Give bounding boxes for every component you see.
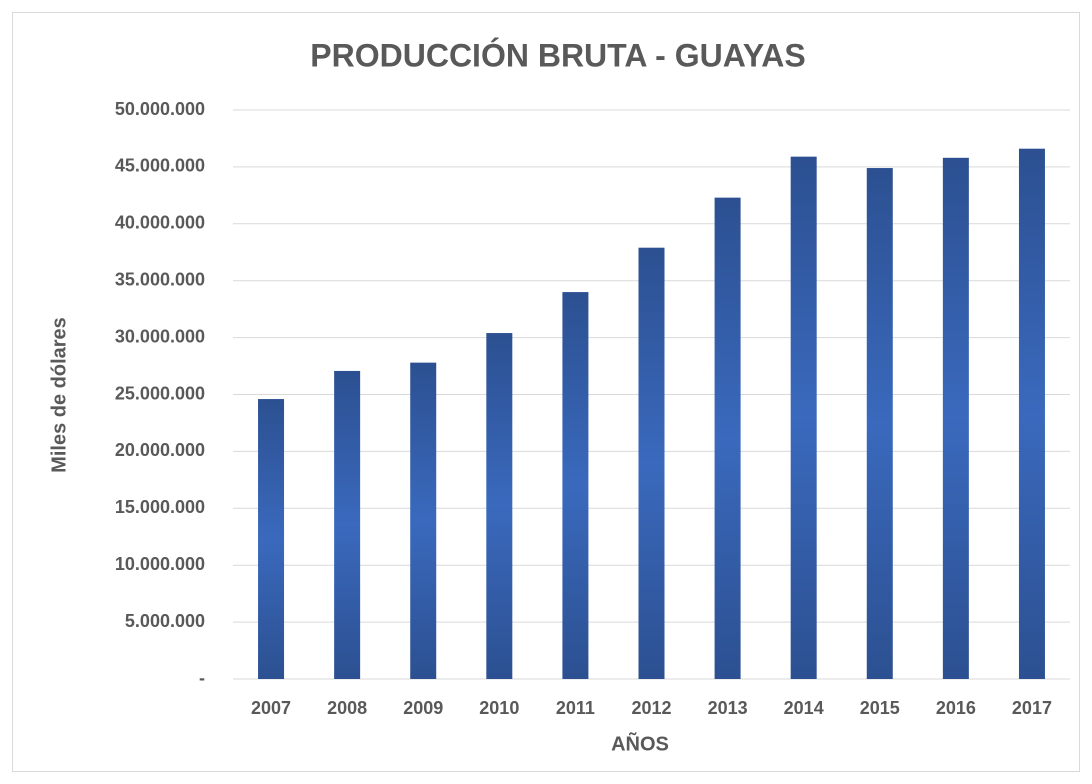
y-tick-label: 20.000.000 bbox=[115, 440, 205, 460]
bar bbox=[258, 399, 285, 679]
chart-title: PRODUCCIÓN BRUTA - GUAYAS bbox=[310, 37, 805, 73]
y-tick-label: 15.000.000 bbox=[115, 497, 205, 517]
x-tick-label: 2014 bbox=[784, 698, 824, 718]
y-tick-label: 40.000.000 bbox=[115, 213, 205, 233]
y-tick-label: - bbox=[199, 668, 205, 688]
bar bbox=[942, 157, 969, 679]
y-tick-label: 45.000.000 bbox=[115, 156, 205, 176]
chart-frame bbox=[12, 12, 1080, 772]
y-tick-label: 35.000.000 bbox=[115, 269, 205, 289]
bar bbox=[486, 333, 513, 679]
bar bbox=[638, 247, 665, 679]
bar bbox=[1018, 148, 1045, 679]
bar bbox=[714, 197, 741, 679]
x-tick-label: 2016 bbox=[936, 698, 976, 718]
x-tick-label: 2010 bbox=[479, 698, 519, 718]
y-axis-label: Miles de dólares bbox=[48, 317, 70, 473]
x-tick-label: 2011 bbox=[556, 698, 595, 718]
x-tick-label: 2007 bbox=[251, 698, 291, 718]
y-tick-label: 10.000.000 bbox=[115, 554, 205, 574]
y-tick-label: 25.000.000 bbox=[115, 383, 205, 403]
x-tick-label: 2017 bbox=[1012, 698, 1052, 718]
x-tick-label: 2009 bbox=[403, 698, 443, 718]
x-axis-label: AÑOS bbox=[611, 732, 669, 755]
bar bbox=[866, 168, 893, 679]
y-tick-label: 30.000.000 bbox=[115, 326, 205, 346]
x-tick-label: 2015 bbox=[860, 698, 900, 718]
bar bbox=[562, 292, 589, 679]
bar bbox=[410, 362, 437, 679]
bar bbox=[790, 156, 817, 679]
y-tick-label: 5.000.000 bbox=[125, 611, 205, 631]
x-tick-label: 2013 bbox=[708, 698, 748, 718]
x-tick-label: 2008 bbox=[327, 698, 367, 718]
x-tick-label: 2012 bbox=[631, 698, 671, 718]
bar bbox=[334, 370, 361, 679]
y-tick-label: 50.000.000 bbox=[115, 99, 205, 119]
